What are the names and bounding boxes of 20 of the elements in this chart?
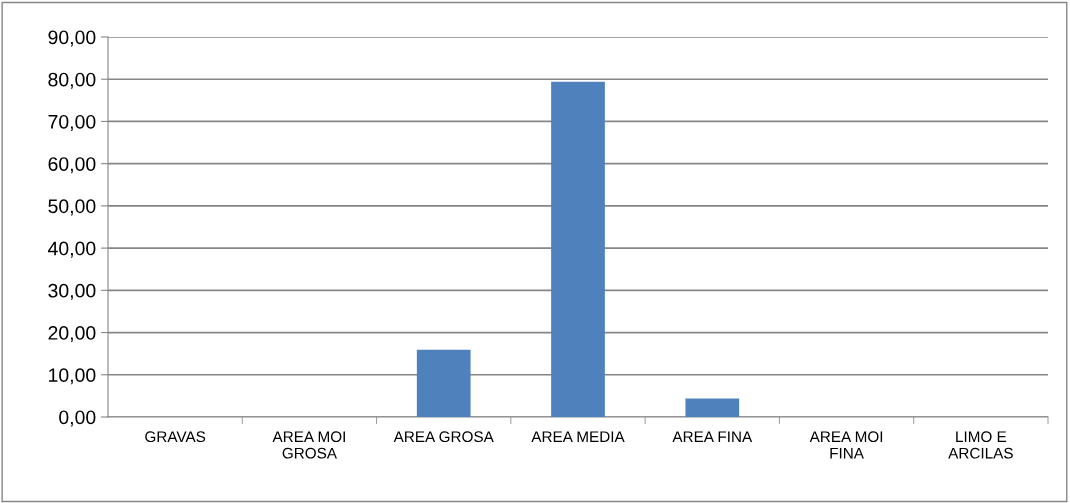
x-tick-label: AREA GROSA — [393, 431, 494, 443]
y-tick-label: 90,00 — [48, 30, 96, 47]
y-tick-label: 40,00 — [47, 241, 96, 258]
bar — [685, 398, 740, 417]
y-tick-label: 70,00 — [48, 114, 96, 131]
x-tick-label: AREA MOI FINA — [809, 431, 883, 459]
y-tick-label: 20,00 — [48, 326, 96, 343]
bar — [551, 81, 605, 417]
y-tick-label: 0,00 — [59, 410, 96, 427]
x-tick-label: AREA MEDIA — [531, 431, 625, 442]
y-tick-label: 50,00 — [48, 199, 96, 216]
y-tick-label: 30,00 — [48, 283, 96, 300]
y-tick-label: 60,00 — [48, 157, 96, 174]
x-tick-label: LIMO E ARCILAS — [948, 431, 1013, 459]
y-tick-label: 10,00 — [49, 368, 96, 385]
bar — [416, 349, 471, 417]
x-tick-label: AREA FINA — [672, 431, 753, 442]
x-tick-label: GRAVAS — [145, 431, 206, 443]
x-tick-label: AREA MOI GROSA — [272, 431, 345, 459]
y-tick-label: 80,00 — [48, 72, 96, 89]
